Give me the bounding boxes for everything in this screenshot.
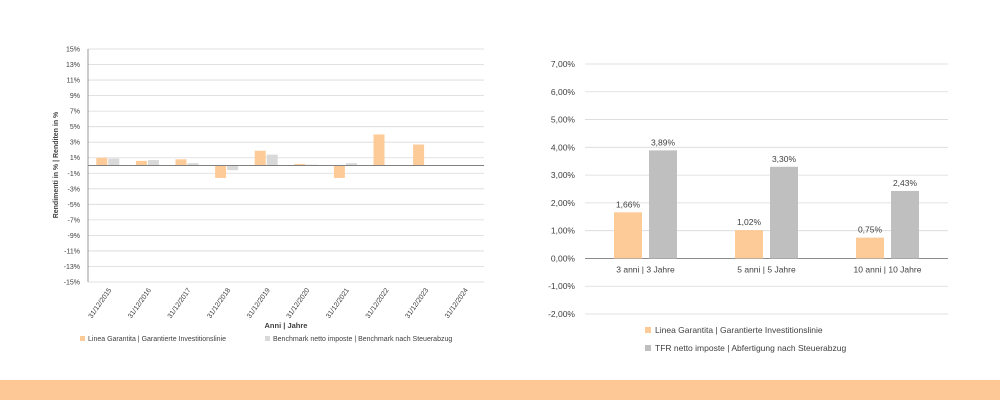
data-label: 2,43% [893, 178, 918, 188]
legend-swatch-linea-garantita [80, 336, 85, 341]
x-tick-label: 31/12/2016 [127, 287, 153, 320]
y-tick-label: 5% [70, 124, 80, 131]
bar-linea-garantita [373, 134, 385, 166]
y-tick-label: -7% [68, 217, 80, 224]
x-tick-label: 5 anni | 5 Jahre [737, 264, 796, 274]
bar-linea-garantita [254, 150, 266, 166]
x-tick-label: 31/12/2017 [167, 287, 193, 320]
y-tick-label: -5% [68, 202, 80, 209]
y-tick-label: -11% [64, 248, 80, 255]
y-tick-label: 1% [70, 155, 80, 162]
y-tick-label: -1% [68, 171, 80, 178]
x-tick-label: 31/12/2024 [444, 287, 470, 320]
y-tick-label: -1,00% [548, 281, 575, 291]
y-tick-label: -15% [64, 280, 80, 287]
bar-linea-garantita [856, 237, 884, 259]
bar-tfr [649, 150, 677, 259]
y-tick-label: -3% [68, 186, 80, 193]
bar-benchmark [187, 163, 199, 166]
y-tick-label: 3% [70, 140, 80, 147]
annual-returns-chart: 15% 13% 11% 9% 7% 5% 3% 1% -1% -3% -5% -7% -9% -11% -1… [53, 47, 484, 343]
footer-accent-band [0, 380, 1000, 400]
y-tick-label: 0,00% [551, 253, 576, 263]
average-returns-chart: 7,00% 6,00% 5,00% 4,00% 3,00% 2,00% 1,00% 0,00%… [548, 59, 948, 353]
bar-linea-garantita [96, 157, 108, 166]
y-tick-label: -9% [68, 233, 80, 240]
legend-label-linea-garantita: Linea Garantita | Garantierte Investitio… [88, 336, 226, 343]
bar-linea-garantita [333, 165, 345, 178]
y-tick-label: 2,00% [551, 198, 576, 208]
bar-linea-garantita [175, 159, 187, 166]
bar-benchmark [345, 163, 357, 166]
bar-benchmark [147, 160, 159, 166]
bar-benchmark [227, 165, 239, 171]
x-tick-label: 31/12/2023 [404, 287, 430, 320]
data-label: 3,89% [651, 137, 676, 147]
data-label: 0,75% [858, 225, 883, 235]
bar-linea-garantita [135, 160, 147, 166]
x-tick-label: 31/12/2022 [365, 287, 391, 320]
y-tick-label: -2,00% [548, 309, 575, 319]
y-axis-title: Rendimenti in % | Renditen in % [53, 111, 60, 218]
bar-benchmark [266, 154, 278, 166]
y-tick-label: 4,00% [551, 142, 576, 152]
bar-linea-garantita [735, 230, 763, 259]
bar-benchmark [108, 158, 120, 166]
data-label: 1,02% [737, 217, 762, 227]
y-tick-label: 7,00% [551, 59, 576, 69]
y-tick-label: 13% [66, 62, 80, 69]
x-tick-label: 31/12/2018 [206, 287, 232, 320]
bar-linea-garantita [413, 144, 425, 166]
x-tick-label: 31/12/2019 [246, 287, 272, 320]
bar-tfr [770, 166, 798, 259]
y-tick-label: 9% [70, 93, 80, 100]
y-tick-label: 3,00% [551, 170, 576, 180]
legend-swatch-linea-garantita [645, 327, 651, 333]
x-tick-label: 10 anni | 10 Jahre [854, 264, 922, 274]
y-tick-label: 6,00% [551, 87, 576, 97]
bar-tfr [891, 190, 919, 259]
x-tick-label: 31/12/2020 [286, 287, 312, 320]
data-label: 1,66% [616, 199, 641, 209]
legend-swatch-tfr [645, 345, 651, 351]
y-tick-label: -13% [64, 264, 80, 271]
x-tick-label: 31/12/2021 [325, 287, 351, 320]
y-tick-label: 7% [70, 109, 80, 116]
y-tick-label: 15% [66, 47, 80, 54]
y-tick-label: 11% [67, 78, 81, 85]
y-tick-label: 5,00% [551, 115, 576, 125]
legend-label-tfr: TFR netto imposte | Abfertigung nach Ste… [655, 343, 846, 353]
data-label: 3,30% [772, 154, 797, 164]
bar-linea-garantita [294, 163, 306, 166]
x-tick-label: 31/12/2015 [88, 287, 114, 320]
bar-linea-garantita [614, 212, 642, 259]
x-tick-label: 3 anni | 3 Jahre [616, 264, 675, 274]
y-tick-label: 1,00% [551, 226, 576, 236]
legend-swatch-benchmark [265, 336, 270, 341]
legend-label-linea-garantita: Linea Garantita | Garantierte Investitio… [655, 325, 823, 335]
legend-label-benchmark: Benchmark netto imposte | Benchmark nach… [273, 336, 452, 343]
bar-linea-garantita [215, 165, 227, 178]
x-axis-title: Anni | Jahre [265, 321, 308, 330]
